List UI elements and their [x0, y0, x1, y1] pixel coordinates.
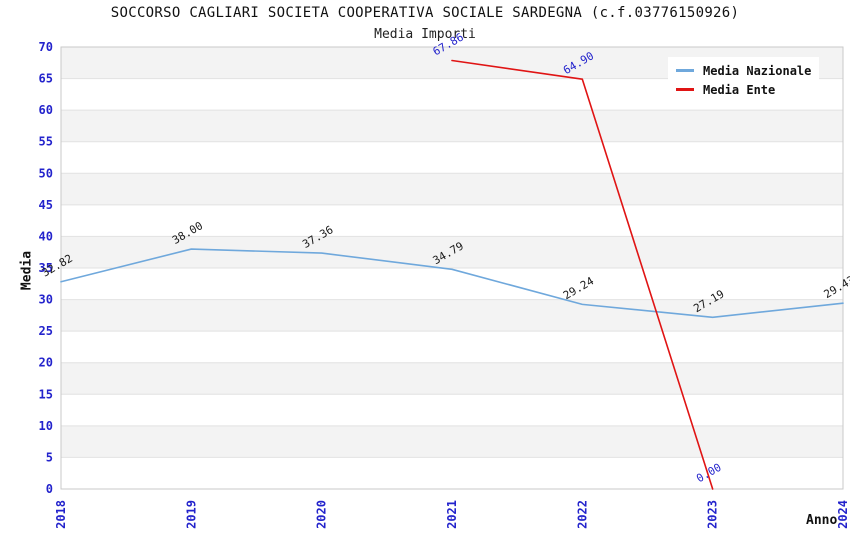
media-nazionale-line — [60, 248, 844, 319]
legend-item-media-ente: Media Ente — [676, 80, 811, 99]
media-nazionale-point-label: 29.43 — [822, 273, 850, 301]
y-tick-label: 45 — [39, 198, 53, 212]
y-tick-label: 35 — [39, 261, 53, 275]
y-tick-label: 30 — [39, 293, 53, 307]
grid-band — [61, 173, 843, 205]
media-ente-point-label: 0.00 — [694, 461, 723, 486]
x-tick-label: 2022 — [575, 500, 589, 529]
grid-band — [61, 362, 843, 395]
x-tick-label: 2024 — [836, 500, 850, 529]
x-tick-label: 2018 — [54, 500, 68, 529]
y-tick-label: 65 — [39, 72, 53, 86]
grid-band — [61, 299, 843, 332]
y-tick-label: 20 — [39, 356, 53, 370]
legend-item-media-nazionale: Media Nazionale — [676, 61, 811, 80]
legend-label-media-nazionale: Media Nazionale — [703, 63, 812, 78]
chart-legend: Media Nazionale Media Ente — [668, 57, 820, 103]
y-tick-label: 55 — [39, 135, 53, 149]
y-tick-label: 10 — [39, 419, 53, 433]
legend-label-media-ente: Media Ente — [703, 82, 776, 97]
grid-band — [61, 110, 843, 142]
chart-title: SOCCORSO CAGLIARI SOCIETA COOPERATIVA SO… — [110, 5, 740, 21]
y-tick-label: 0 — [46, 482, 53, 496]
y-tick-label: 50 — [39, 166, 53, 180]
chart-subtitle: Media Importi — [374, 27, 476, 42]
media-nazionale-point-label: 29.24 — [561, 274, 597, 302]
grid-band — [61, 425, 843, 458]
x-axis-title: Anno — [806, 513, 838, 528]
plot-border — [60, 46, 844, 490]
media-ente-line — [451, 59, 714, 490]
media-nazionale-line-swatch — [676, 69, 694, 72]
media-nazionale-point-label: 32.82 — [40, 252, 75, 280]
y-tick-label: 25 — [39, 324, 53, 338]
media-ente-line-swatch — [676, 88, 694, 91]
y-tick-label: 40 — [39, 229, 53, 243]
x-tick-label: 2023 — [706, 500, 720, 529]
y-tick-label: 60 — [39, 103, 53, 117]
grid-band — [61, 236, 843, 268]
y-tick-label: 70 — [39, 40, 53, 54]
y-axis-title: Media — [19, 250, 35, 291]
y-tick-label: 15 — [39, 387, 53, 401]
x-tick-label: 2021 — [445, 500, 459, 529]
x-tick-label: 2019 — [184, 500, 198, 529]
x-tick-label: 2020 — [315, 500, 329, 529]
y-tick-label: 5 — [46, 450, 53, 464]
